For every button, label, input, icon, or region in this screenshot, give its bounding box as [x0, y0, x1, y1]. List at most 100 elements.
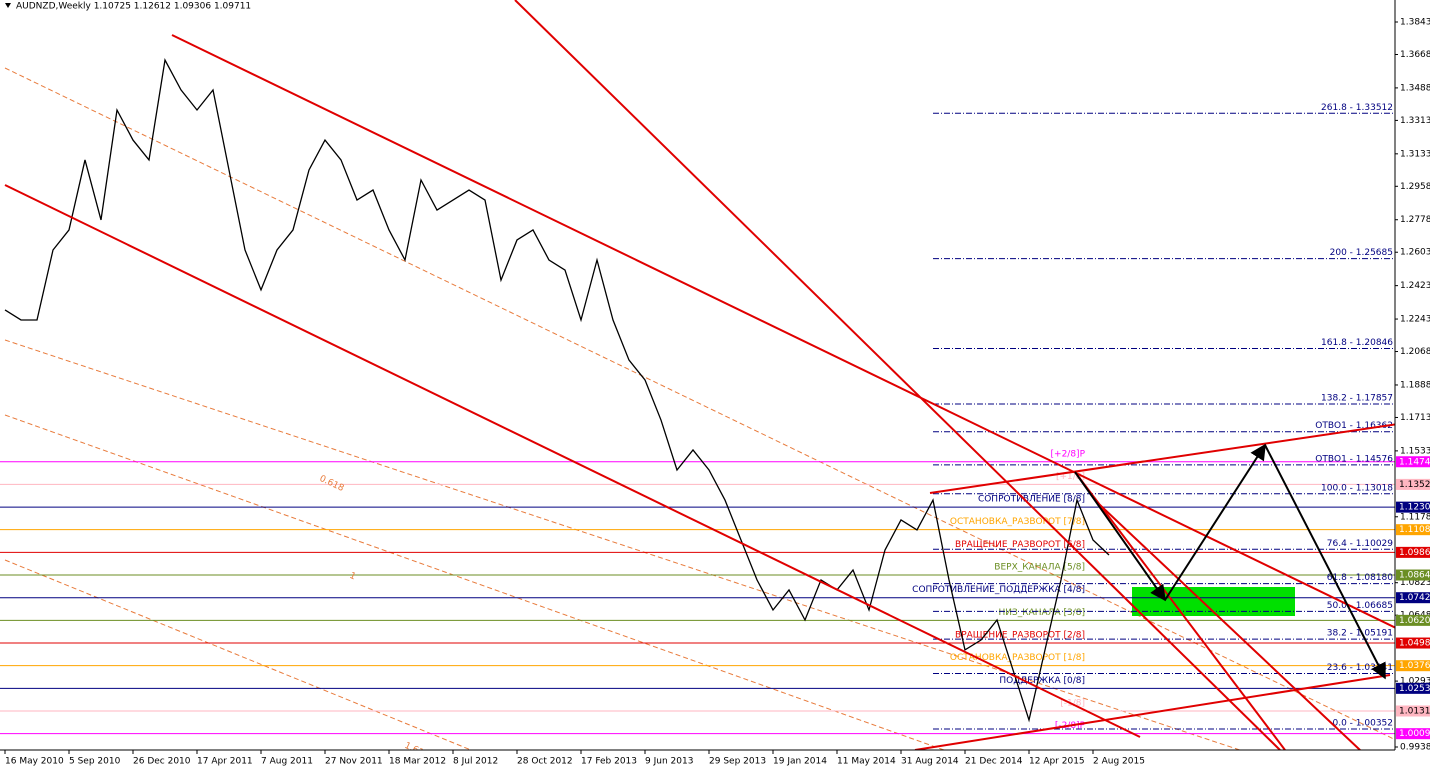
level-label: ОСТАНОВКА_РАЗВОРОТ [7/8] [950, 517, 1085, 527]
y-tick-label: 1.36680 [1400, 50, 1430, 60]
y-tick-label: 1.27780 [1400, 215, 1430, 225]
level-price-label: 1.08643 [1399, 571, 1430, 581]
y-tick-label: 1.22430 [1400, 315, 1430, 325]
level-price-box [1396, 569, 1430, 581]
level-price-box [1396, 614, 1430, 626]
fan-line [4, 67, 1401, 743]
channel-line [914, 674, 1391, 751]
fib-label: ОТВО1 - 1.14576 [1315, 454, 1393, 464]
y-tick-label: 1.11780 [1400, 512, 1430, 522]
fib-label: 61.8 - 1.08180 [1327, 573, 1393, 583]
channel-line [929, 419, 1426, 494]
level-price-box [1396, 728, 1430, 740]
y-tick-label: 0.99380 [1400, 743, 1430, 753]
level-price-box [1396, 592, 1430, 604]
x-tick-label: 31 Aug 2014 [901, 757, 959, 767]
fib-label: 76.4 - 1.10029 [1327, 539, 1393, 549]
level-label: СОПРОТИВЛЕНИЕ [8/8] [978, 495, 1085, 505]
fib-label: 100.0 - 1.13018 [1321, 483, 1393, 493]
y-tick-label: 1.24230 [1400, 281, 1430, 291]
x-tick-label: 29 Sep 2013 [709, 757, 766, 767]
fib-label: 138.2 - 1.17857 [1321, 393, 1393, 403]
level-price-box [1396, 637, 1430, 649]
level-price-label: 1.13524 [1399, 480, 1430, 490]
level-label: НИЗ_КАНАЛА [3/8] [998, 608, 1085, 618]
channel-line [171, 34, 1401, 631]
level-label: ВРАЩЕНИЕ_РАЗВОРОТ [2/8] [955, 631, 1085, 641]
level-price-label: 1.09863 [1399, 548, 1430, 558]
levels: [+2/8]P [+1/8] СОПРОТИВЛЕНИЕ [8/8] ОСТАНОВК… [0, 103, 1395, 735]
x-tick-label: 17 Feb 2013 [581, 757, 637, 767]
time-axis-panel [0, 750, 1430, 770]
y-tick-label: 1.17130 [1400, 413, 1430, 423]
chart-header: AUDNZD,Weekly 1.10725 1.12612 1.09306 1.… [16, 2, 251, 12]
x-tick-label: 9 Jun 2013 [645, 757, 693, 767]
level-label: ВЕРХ_КАНАЛА [5/8] [994, 563, 1085, 573]
price [4, 58, 1110, 723]
level-label: ВРАЩЕНИЕ_РАЗВОРОТ [6/8] [955, 540, 1085, 550]
x-tick-label: 12 Apr 2015 [1029, 757, 1085, 767]
forecast-arrow [1074, 471, 1166, 602]
level-price-label: 1.11086 [1399, 525, 1430, 535]
y-tick-label: 1.18880 [1400, 380, 1430, 390]
level-price-box [1396, 705, 1430, 717]
x-tick-label: 7 Aug 2011 [261, 757, 313, 767]
x-tick-label: 17 Apr 2011 [197, 757, 253, 767]
x-tick-label: 28 Oct 2012 [517, 757, 573, 767]
level-label: [+1/8] [1056, 472, 1085, 482]
x-tick-label: 16 May 2010 [5, 757, 64, 767]
level-price-label: 1.04980 [1399, 639, 1430, 649]
channel-line [1074, 471, 1286, 751]
level-label: СОПРОТИВЛЕНИЕ_ПОДДЕРЖКА [4/8] [912, 585, 1085, 595]
fib-label: 200 - 1.25685 [1330, 248, 1393, 258]
x-tick-label: 21 Dec 2014 [965, 757, 1023, 767]
forecast-arrow [1264, 444, 1386, 680]
x-tick-label: 8 Jul 2012 [453, 757, 498, 767]
fib-label: 50.0 - 1.06685 [1327, 601, 1393, 611]
level-label: [+2/8]P [1051, 449, 1086, 459]
y-tick-label: 1.38430 [1400, 18, 1430, 28]
fan-label: 1 [348, 571, 357, 582]
x-tick-label: 5 Sep 2010 [69, 757, 121, 767]
y-tick-label: 1.33130 [1400, 116, 1430, 126]
y-tick-label: 1.20680 [1400, 347, 1430, 357]
level-price-box [1396, 456, 1430, 468]
level-price-box [1396, 682, 1430, 694]
fan-line [4, 559, 521, 770]
level-price-box [1396, 478, 1430, 490]
y-tick-label: 1.29580 [1400, 182, 1430, 192]
level-label: ПОДДЕРЖКА [0/8] [999, 676, 1085, 686]
y-tick-label: 1.31330 [1400, 149, 1430, 159]
level-label: ОСТАНОВКА_РАЗВОРОТ [1/8] [950, 653, 1085, 663]
level-price-box [1396, 546, 1430, 558]
trend-lines: 0.618 1 1.618 [4, 0, 1426, 761]
channel-line [514, 0, 1281, 751]
level-price-label: 1.00098 [1399, 729, 1430, 739]
level-price-label: 1.12300 [1399, 503, 1430, 513]
channel-line [4, 184, 1141, 738]
level-price-box [1396, 524, 1430, 536]
level-price-box [1396, 660, 1430, 672]
x-tick-label: 2 Aug 2015 [1093, 757, 1145, 767]
menu-icon[interactable] [5, 3, 11, 8]
level-price-box [1396, 501, 1430, 513]
channel-line [1099, 504, 1361, 751]
fib-label: 23.6 - 1.03341 [1327, 663, 1393, 673]
y-tick-label: 1.08230 [1400, 578, 1430, 588]
fib-label: 38.2 - 1.05191 [1327, 629, 1393, 639]
fib-label: ОТВО1 - 1.16362 [1315, 421, 1393, 431]
y-tick-label: 1.26030 [1400, 248, 1430, 258]
x-tick-label: 19 Jan 2014 [773, 757, 827, 767]
fib-label: 0.0 - 1.00352 [1333, 718, 1394, 728]
fib-label: 161.8 - 1.20846 [1321, 338, 1393, 348]
level-price-label: 1.07422 [1399, 593, 1430, 603]
fib-label: 261.8 - 1.33512 [1321, 103, 1393, 113]
x-tick-label: 18 Mar 2012 [389, 757, 446, 767]
x-tick-label: 27 Nov 2011 [325, 757, 383, 767]
